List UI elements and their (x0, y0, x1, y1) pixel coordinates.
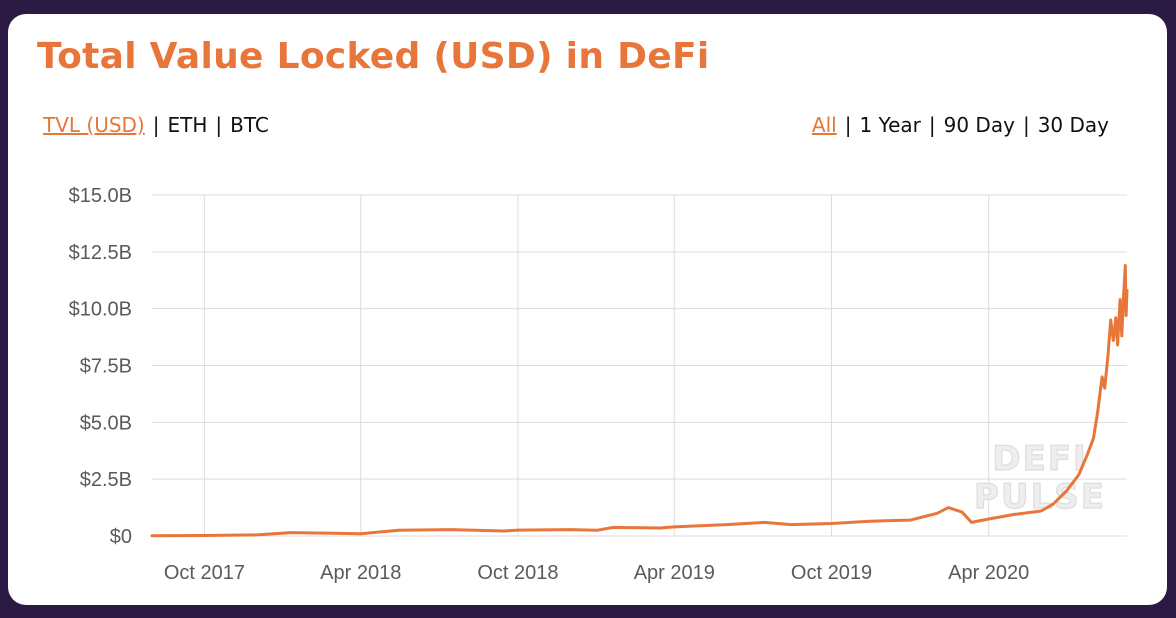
x-axis-ticks: Oct 2017 Apr 2018 Oct 2018 Apr 2019 Oct 2019… (164, 562, 1029, 584)
toggle-eth[interactable]: ETH (167, 113, 208, 137)
x-tick-label: Oct 2018 (477, 562, 558, 584)
y-tick-label: $5.0B (80, 412, 132, 434)
separator: | (844, 113, 852, 137)
y-tick-label: $15.0B (69, 185, 132, 207)
series-line-tvl (150, 264, 1129, 538)
y-tick-label: $0 (110, 526, 132, 548)
separator: | (215, 113, 223, 137)
toggle-tvl-usd[interactable]: TVL (USD) (43, 113, 145, 137)
y-axis-ticks: $0 $2.5B $5.0B $7.5B $10.0B $12.5B $15.0B (69, 185, 132, 548)
watermark: DEFI PULSE (973, 438, 1104, 517)
x-tick-label: Apr 2019 (634, 562, 715, 584)
x-tick-label: Apr 2018 (320, 562, 401, 584)
range-90-day[interactable]: 90 Day (943, 113, 1015, 137)
metric-toggle: TVL (USD) | ETH | BTC (43, 113, 269, 137)
separator: | (1022, 113, 1030, 137)
x-tick-label: Oct 2019 (791, 562, 872, 584)
x-tick-label: Oct 2017 (164, 562, 245, 584)
separator: | (152, 113, 160, 137)
range-30-day[interactable]: 30 Day (1037, 113, 1109, 137)
y-tick-label: $10.0B (69, 299, 132, 321)
x-tick-label: Apr 2020 (948, 562, 1029, 584)
y-tick-label: $2.5B (80, 469, 132, 491)
range-toggle: All | 1 Year | 90 Day | 30 Day (812, 113, 1109, 137)
range-1-year[interactable]: 1 Year (859, 113, 921, 137)
page-title: Total Value Locked (USD) in DeFi (37, 36, 710, 77)
y-tick-label: $12.5B (69, 242, 132, 264)
toggle-btc[interactable]: BTC (230, 113, 269, 137)
series-layer (150, 264, 1129, 538)
chart-card (8, 14, 1167, 605)
y-tick-label: $7.5B (80, 356, 132, 378)
range-all[interactable]: All (811, 113, 837, 137)
separator: | (928, 113, 936, 137)
grid-lines (152, 194, 1127, 537)
watermark-line-1: DEFI (992, 439, 1087, 479)
